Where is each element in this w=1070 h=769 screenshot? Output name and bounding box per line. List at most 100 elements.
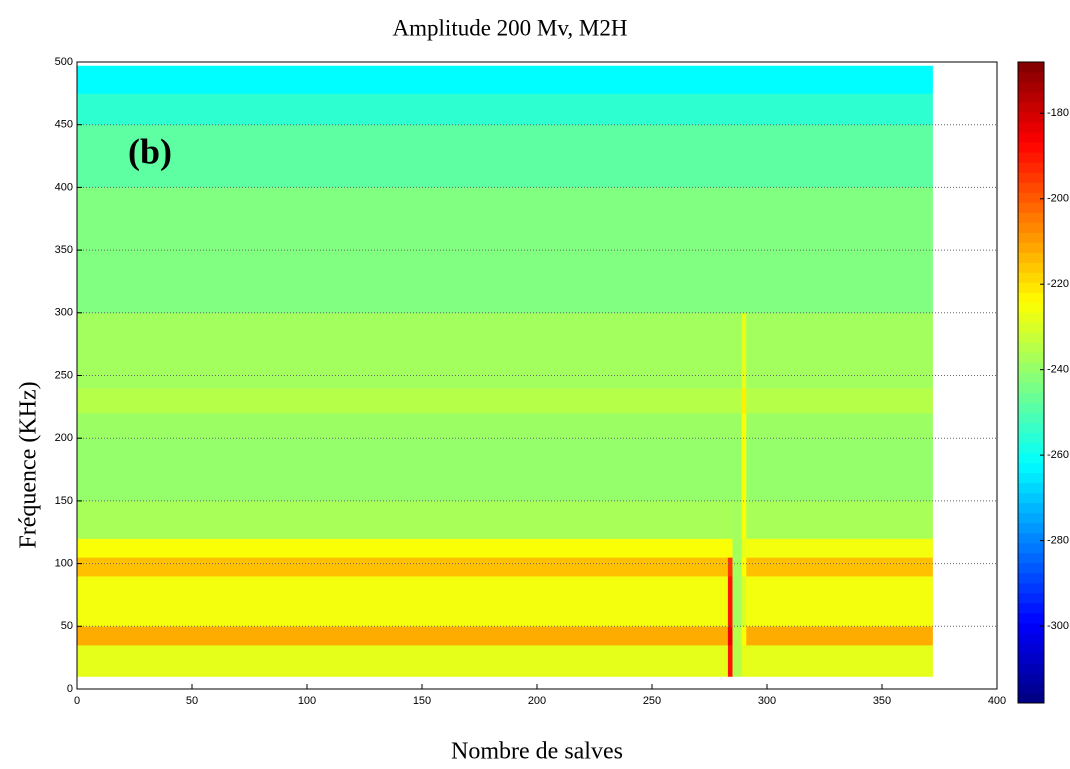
colorbar-swatch xyxy=(1018,182,1044,193)
heatmap-cell xyxy=(741,388,747,414)
chart-title: Amplitude 200 Mv, M2H xyxy=(393,15,628,40)
heatmap-cell xyxy=(741,538,747,558)
heatmap-cell xyxy=(77,438,729,502)
heatmap-cell xyxy=(746,65,933,94)
colorbar-swatch xyxy=(1018,682,1044,694)
heatmap-cell xyxy=(77,645,729,677)
heatmap-cell xyxy=(746,645,933,677)
colorbar-swatch xyxy=(1018,392,1044,404)
colorbar-swatch xyxy=(1018,82,1044,93)
colorbar-swatch xyxy=(1018,472,1044,484)
y-tick-label: 500 xyxy=(55,56,73,68)
heatmap-cell xyxy=(741,312,747,389)
colorbar-swatch xyxy=(1018,432,1044,444)
colorbar-swatch xyxy=(1018,692,1044,704)
plot-frame xyxy=(76,61,998,690)
annotation: (b) xyxy=(128,131,172,171)
x-tick-label: 200 xyxy=(528,695,546,707)
heatmap-cell xyxy=(741,124,747,188)
colorbar-swatch xyxy=(1018,442,1044,454)
colorbar-swatch xyxy=(1018,512,1044,524)
heatmap-cell xyxy=(732,557,742,577)
colorbar-swatch xyxy=(1018,592,1044,604)
y-tick-label: 0 xyxy=(67,683,73,695)
y-tick-label: 50 xyxy=(61,620,73,632)
colorbar-swatch xyxy=(1018,142,1044,153)
colorbar-swatch xyxy=(1018,622,1044,634)
colorbar-swatch xyxy=(1018,582,1044,594)
colorbar-swatch xyxy=(1018,302,1044,313)
y-tick-label: 250 xyxy=(55,369,73,381)
colorbar-swatch xyxy=(1018,202,1044,213)
heatmap-cell xyxy=(732,65,742,94)
heatmap-cell xyxy=(746,93,933,125)
colorbar-tick-label: -180 xyxy=(1047,107,1069,119)
heatmap-cell xyxy=(746,312,933,389)
heatmap-cell xyxy=(746,557,933,577)
colorbar-swatch xyxy=(1018,372,1044,383)
colorbar-swatch xyxy=(1018,232,1044,243)
heatmap-cell xyxy=(77,65,729,94)
colorbar-tick-label: -300 xyxy=(1047,620,1069,632)
colorbar-tick-label: -220 xyxy=(1047,278,1069,290)
heatmap-cell xyxy=(727,500,733,539)
x-tick-label: 150 xyxy=(413,695,431,707)
colorbar-tick-label: -260 xyxy=(1047,449,1069,461)
heatmap-cell xyxy=(741,65,747,94)
x-tick-label: 50 xyxy=(186,695,198,707)
x-tick-label: 400 xyxy=(988,695,1006,707)
heatmap-cell xyxy=(77,413,729,439)
colorbar-swatch xyxy=(1018,312,1044,323)
heatmap-cell xyxy=(727,538,733,558)
colorbar-tick-label: -200 xyxy=(1047,193,1069,205)
colorbar-tick-label: -280 xyxy=(1047,535,1069,547)
heatmap-cell xyxy=(746,388,933,414)
colorbar-swatch xyxy=(1018,552,1044,564)
x-axis-label: Nombre de salves xyxy=(451,739,623,765)
heatmap-cell xyxy=(746,576,933,627)
colorbar-swatch xyxy=(1018,422,1044,434)
colorbar-swatch xyxy=(1018,362,1044,373)
heatmap-cell xyxy=(732,626,742,646)
colorbar-swatch xyxy=(1018,212,1044,223)
colorbar-swatch xyxy=(1018,112,1044,123)
colorbar-swatch xyxy=(1018,132,1044,143)
heatmap-cell xyxy=(727,312,733,389)
heatmap-cell xyxy=(746,124,933,188)
colorbar-swatch xyxy=(1018,262,1044,273)
colorbar-swatch xyxy=(1018,382,1044,394)
y-axis-label: Fréquence (KHz) xyxy=(16,381,42,548)
heatmap-cell xyxy=(77,557,729,577)
x-tick-label: 250 xyxy=(643,695,661,707)
heatmap-cell xyxy=(727,187,733,314)
colorbar-swatch xyxy=(1018,172,1044,183)
heatmap-cell xyxy=(727,576,733,627)
colorbar-swatch xyxy=(1018,462,1044,474)
colorbar-swatch xyxy=(1018,222,1044,233)
heatmap-cell xyxy=(732,312,742,389)
heatmap-cell xyxy=(77,538,729,558)
y-tick-label: 450 xyxy=(55,119,73,131)
y-tick-label: 400 xyxy=(55,181,73,193)
x-tick-label: 350 xyxy=(873,695,891,707)
y-tick-label: 300 xyxy=(55,307,73,319)
colorbar-swatch xyxy=(1018,572,1044,584)
colorbar-swatch xyxy=(1018,332,1044,343)
colorbar-frame xyxy=(1017,61,1045,704)
colorbar-swatch xyxy=(1018,532,1044,544)
heatmap-cell xyxy=(727,413,733,439)
colorbar-swatch xyxy=(1018,352,1044,363)
colorbar-swatch xyxy=(1018,152,1044,163)
heatmap-cell xyxy=(77,124,729,188)
colorbar-swatch xyxy=(1018,242,1044,253)
heatmap-cell xyxy=(746,500,933,539)
colorbar-swatch xyxy=(1018,342,1044,353)
colorbar-swatch xyxy=(1018,192,1044,203)
colorbar-swatch xyxy=(1018,252,1044,263)
colorbar-swatch xyxy=(1018,542,1044,554)
colorbar-swatch xyxy=(1018,72,1044,83)
y-tick-label: 100 xyxy=(55,558,73,570)
heatmap-cell xyxy=(741,187,747,314)
